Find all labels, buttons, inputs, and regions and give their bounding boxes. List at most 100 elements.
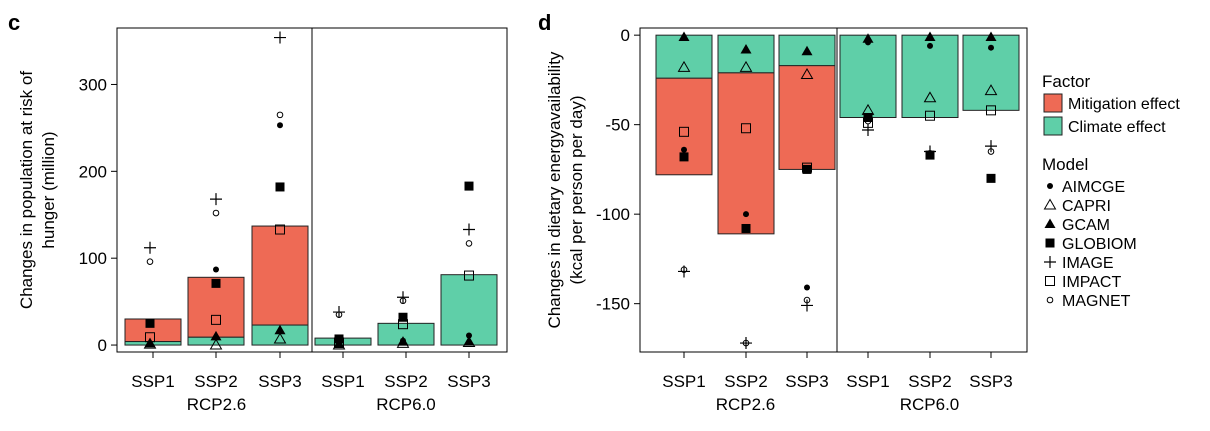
legend-marker-impact-icon xyxy=(1045,276,1055,286)
point-d-1-magnet xyxy=(742,339,750,347)
point-c-0-impact xyxy=(145,332,155,343)
xtick-label-d-5: SSP3 xyxy=(969,372,1012,391)
point-d-0-capri xyxy=(677,60,691,72)
point-d-4-gcam xyxy=(924,31,936,41)
point-c-5-impact xyxy=(464,270,474,281)
y-axis-title-d-line-2: (kcal per person per day) xyxy=(567,96,586,285)
xtick-label-d-4: SSP2 xyxy=(908,372,951,391)
point-d-2-impact xyxy=(802,162,812,173)
point-d-2-capri xyxy=(800,68,814,80)
plot-frame-d xyxy=(639,27,1028,353)
point-d-0-globiom xyxy=(679,152,689,162)
point-c-5-gcam xyxy=(463,336,475,346)
point-c-2-globiom xyxy=(275,182,285,192)
point-d-1-gcam xyxy=(740,43,752,54)
y-axis-title-c-line-2: hunger (million) xyxy=(39,131,58,248)
bar-c-2-mitigation xyxy=(251,225,309,326)
point-d-4-capri xyxy=(923,91,937,103)
point-d-2-image xyxy=(801,299,813,312)
legend-model-title: Model xyxy=(1042,155,1088,174)
legend-marker-gcam-icon xyxy=(1044,218,1056,228)
legend-label-climate-effect: Climate effect xyxy=(1068,119,1166,136)
point-c-2-magnet xyxy=(276,111,284,119)
point-c-3-impact xyxy=(334,337,344,348)
point-c-5-globiom xyxy=(464,181,474,191)
ytick-label-d-2: -100 xyxy=(596,205,630,224)
bar-d-1-mitigation xyxy=(717,72,775,235)
group-label-d-0: RCP2.6 xyxy=(716,395,776,414)
point-c-2-capri xyxy=(273,332,287,344)
point-d-5-impact xyxy=(986,105,996,116)
point-d-1-image xyxy=(740,337,752,350)
point-d-5-globiom xyxy=(986,173,996,183)
bar-d-2-mitigation xyxy=(778,65,836,170)
xtick-label-d-3: SSP1 xyxy=(846,372,889,391)
point-d-2-gcam xyxy=(801,45,813,56)
point-c-5-magnet xyxy=(465,240,473,247)
point-c-4-globiom xyxy=(398,312,408,322)
legend-label-mitigation-effect: Mitigation effect xyxy=(1068,96,1180,113)
point-d-5-gcam xyxy=(985,31,997,41)
point-c-1-gcam xyxy=(210,330,222,341)
point-d-1-impact xyxy=(741,123,751,134)
xtick-label-d-2: SSP3 xyxy=(785,372,828,391)
ytick-label-c-2: 200 xyxy=(79,162,107,181)
point-d-4-magnet xyxy=(926,150,934,157)
legend: Factor Mitigation effect Climate effect Mod… xyxy=(1042,72,1180,310)
legend-marker-globiom-icon xyxy=(1045,238,1055,248)
ytick-label-c-3: 300 xyxy=(79,75,107,94)
ytick-label-d-1: -50 xyxy=(605,116,630,135)
group-label-c-1: RCP6.0 xyxy=(376,395,436,414)
group-label-c-0: RCP2.6 xyxy=(187,395,247,414)
point-c-0-globiom xyxy=(145,318,155,328)
legend-marker-aimcge-icon xyxy=(1047,183,1053,189)
xtick-label-d-1: SSP2 xyxy=(724,372,767,391)
xtick-label-c-3: SSP1 xyxy=(321,372,364,391)
point-c-1-globiom xyxy=(211,278,221,288)
legend-label-capri: CAPRI xyxy=(1062,198,1111,215)
point-c-0-image xyxy=(144,241,156,254)
legend-label-gcam: GCAM xyxy=(1062,217,1110,234)
point-c-2-image xyxy=(274,31,286,44)
point-d-1-globiom xyxy=(741,223,751,233)
point-c-3-magnet xyxy=(335,311,343,318)
point-c-1-magnet xyxy=(212,209,220,217)
point-d-0-impact xyxy=(679,126,689,137)
point-c-0-magnet xyxy=(146,258,154,265)
point-c-1-impact xyxy=(211,314,221,325)
point-c-4-magnet xyxy=(399,297,407,305)
point-d-1-capri xyxy=(739,60,753,72)
xtick-label-d-0: SSP1 xyxy=(662,372,705,391)
legend-swatch-climate-effect xyxy=(1043,116,1063,136)
point-c-2-impact xyxy=(275,224,285,235)
panel-c-chart: 0 100 200 300 SSP1 SSP2 SSP3 RCP2.6 SSP1 SSP2 SSP3… xyxy=(17,27,508,414)
legend-factor-title: Factor xyxy=(1042,72,1091,91)
xtick-label-c-1: SSP2 xyxy=(194,372,237,391)
point-c-5-image xyxy=(463,223,475,236)
point-c-2-aimcge xyxy=(277,122,283,129)
panel-letter-d: d xyxy=(538,10,551,35)
point-d-4-image xyxy=(924,145,936,158)
point-c-1-aimcge xyxy=(213,266,219,273)
y-axis-title-c-line-1: Changes in population at risk of xyxy=(17,71,36,309)
point-c-3-globiom xyxy=(334,334,344,344)
point-d-5-capri xyxy=(984,84,998,96)
legend-marker-magnet-icon xyxy=(1046,296,1054,304)
xtick-label-c-5: SSP3 xyxy=(447,372,490,391)
ytick-label-d-0: 0 xyxy=(621,26,630,45)
point-c-1-capri xyxy=(209,338,223,350)
point-c-1-image xyxy=(210,193,222,206)
ytick-label-c-0: 0 xyxy=(98,336,107,355)
point-d-4-aimcge xyxy=(927,42,933,49)
point-d-0-gcam xyxy=(678,31,690,41)
legend-label-magnet: MAGNET xyxy=(1062,293,1131,310)
point-d-2-aimcge xyxy=(804,284,810,291)
point-d-3-image xyxy=(862,124,874,137)
xtick-label-c-2: SSP3 xyxy=(258,372,301,391)
point-d-1-aimcge xyxy=(743,211,749,218)
panel-letter-c: c xyxy=(8,10,20,35)
point-d-3-gcam xyxy=(862,33,874,43)
y-axis-title-d-line-1: Changes in dietary energyavailability xyxy=(545,51,564,328)
